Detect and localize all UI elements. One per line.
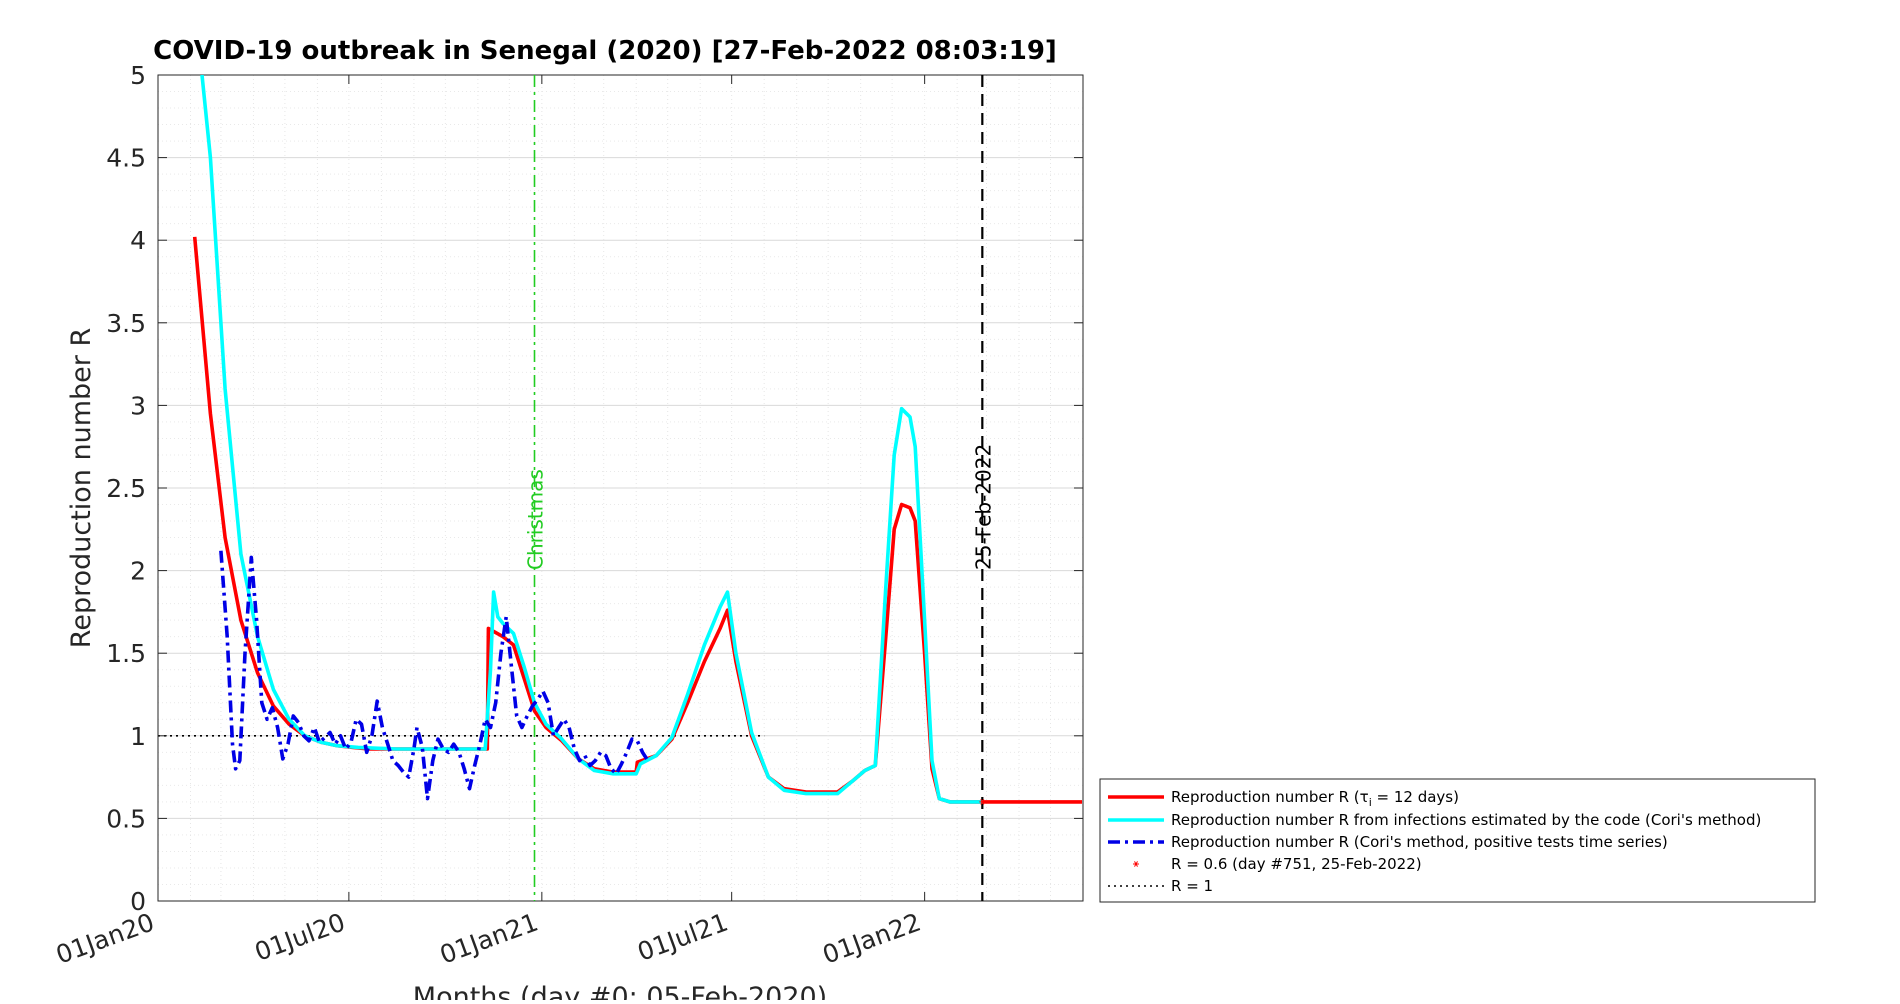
legend-label-text: R = 1 bbox=[1171, 877, 1213, 895]
legend-label-text: Reproduction number R (Cori's method, po… bbox=[1171, 833, 1668, 851]
reference-lines: Christmas 25-Feb-2022 bbox=[158, 75, 995, 901]
y-tick-label: 4 bbox=[130, 226, 146, 255]
legend-label-subscript: i bbox=[1369, 796, 1372, 809]
legend-item-r_cori_tests: Reproduction number R (Cori's method, po… bbox=[1108, 833, 1668, 851]
legend-swatch-marker bbox=[1134, 861, 1138, 867]
legend: Reproduction number R (τi = 12 days)Repr… bbox=[1099, 778, 1816, 903]
legend-item-r_cori_infections: Reproduction number R from infections es… bbox=[1108, 811, 1761, 829]
legend-label-r_cori_tests: Reproduction number R (Cori's method, po… bbox=[1171, 833, 1668, 851]
y-tick-label: 3 bbox=[130, 391, 146, 420]
current-r-marker bbox=[979, 799, 986, 805]
marker-stroke bbox=[980, 799, 985, 805]
y-axis-label: Reproduction number R bbox=[66, 328, 97, 648]
legend-item-r_tau: Reproduction number R (τi = 12 days) bbox=[1108, 788, 1459, 809]
series-line-r_cori_infections bbox=[200, 75, 983, 804]
y-tick-label: 3.5 bbox=[106, 309, 146, 338]
legend-label-r_equals_1: R = 1 bbox=[1171, 877, 1213, 895]
y-tick-label: 1.5 bbox=[106, 639, 146, 668]
legend-label-text: R = 0.6 (day #751, 25-Feb-2022) bbox=[1171, 855, 1422, 873]
legend-item-current_r: R = 0.6 (day #751, 25-Feb-2022) bbox=[1133, 855, 1422, 873]
legend-item-r_equals_1: R = 1 bbox=[1108, 877, 1213, 895]
legend-label-r_tau: Reproduction number R (τi = 12 days) bbox=[1171, 788, 1459, 809]
chart-title: COVID-19 outbreak in Senegal (2020) [27-… bbox=[153, 36, 1057, 66]
legend-label-suffix: = 12 days) bbox=[1372, 788, 1459, 806]
series-line-r_cori_tests bbox=[219, 550, 650, 801]
legend-label-text: Reproduction number R from infections es… bbox=[1171, 811, 1761, 829]
legend-label-current_r: R = 0.6 (day #751, 25-Feb-2022) bbox=[1171, 855, 1422, 873]
legend-box bbox=[1099, 778, 1816, 903]
series-lines bbox=[192, 75, 1082, 805]
y-tick-label: 1 bbox=[130, 722, 146, 751]
x-axis-label: Months (day #0: 05-Feb-2020) bbox=[413, 982, 827, 1000]
legend-label-r_cori_infections: Reproduction number R from infections es… bbox=[1171, 811, 1761, 829]
y-tick-label: 5 bbox=[130, 61, 146, 90]
y-tick-label: 2 bbox=[130, 557, 146, 586]
reference-label-current_date: 25-Feb-2022 bbox=[971, 444, 995, 570]
legend-label-text: Reproduction number R (τ bbox=[1171, 788, 1369, 806]
y-tick-label: 0.5 bbox=[106, 804, 146, 833]
y-tick-label: 4.5 bbox=[106, 144, 146, 173]
y-tick-label: 0 bbox=[130, 887, 146, 916]
reference-label-christmas: Christmas bbox=[524, 469, 548, 570]
y-tick-label: 2.5 bbox=[106, 474, 146, 503]
